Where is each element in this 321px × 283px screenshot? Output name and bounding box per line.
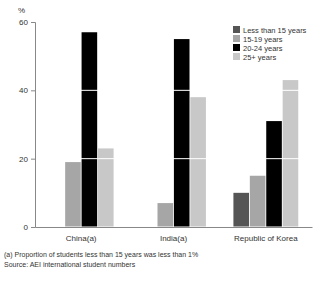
tick-mark xyxy=(31,22,35,23)
legend-swatch xyxy=(233,53,240,60)
legend-swatch xyxy=(233,44,240,51)
legend-swatch xyxy=(233,26,240,33)
grid-line xyxy=(35,90,312,91)
tick-mark xyxy=(31,90,35,91)
tick: 60 xyxy=(19,18,35,27)
tick: 0 xyxy=(24,223,35,232)
tick: 20 xyxy=(19,155,35,164)
legend-item: 20-24 years xyxy=(233,44,283,53)
bar xyxy=(98,148,114,227)
grid xyxy=(35,22,312,227)
tick-mark xyxy=(31,227,35,228)
tick-label: 60 xyxy=(19,18,28,27)
chart: 0 20 40 60 China(a) India(a) Republic of Korea… xyxy=(0,0,321,283)
grid-line xyxy=(35,158,312,159)
tick-label: 0 xyxy=(24,223,29,232)
bar xyxy=(157,203,173,227)
tick-label: China(a) xyxy=(66,234,97,243)
legend-item: 15-19 years xyxy=(233,35,283,44)
axis-title: % xyxy=(18,6,25,15)
bars xyxy=(65,32,298,227)
plot: 0 20 40 60 China(a) India(a) Republic of Korea xyxy=(19,18,312,243)
axis-line xyxy=(31,23,36,228)
legend-label: 20-24 years xyxy=(243,44,283,53)
tick-label: 40 xyxy=(19,86,28,95)
bar xyxy=(190,97,206,227)
tick-label: 20 xyxy=(19,155,28,164)
annotation: (a) Proportion of students less than 15 … xyxy=(4,251,198,259)
legend-label: Less than 15 years xyxy=(243,26,307,35)
tick: Republic of Korea xyxy=(234,227,298,243)
bar xyxy=(174,39,190,227)
bar xyxy=(283,80,299,227)
legend-label: 25+ years xyxy=(243,53,276,62)
tick-mark xyxy=(31,159,35,160)
tick-label: India(a) xyxy=(160,234,187,243)
tick: India(a) xyxy=(160,227,187,243)
x-axis: China(a) India(a) Republic of Korea xyxy=(36,227,313,243)
bar xyxy=(266,121,282,227)
legend-item: Less than 15 years xyxy=(233,26,307,35)
legend-swatch xyxy=(233,35,240,42)
legend-item: 25+ years xyxy=(233,53,276,62)
grid-line xyxy=(35,227,312,228)
axis-line xyxy=(36,227,313,228)
annotation: Source: AEI international student number… xyxy=(4,261,136,268)
tick: 40 xyxy=(19,86,35,95)
legend: Less than 15 years15-19 years20-24 years… xyxy=(233,26,307,62)
bar xyxy=(250,176,266,227)
tick-label: Republic of Korea xyxy=(234,234,298,243)
bar xyxy=(82,32,98,227)
bar xyxy=(65,162,81,227)
grid-line xyxy=(35,22,312,23)
y-axis: 0 20 40 60 xyxy=(19,18,35,232)
legend-label: 15-19 years xyxy=(243,35,283,44)
tick: China(a) xyxy=(66,227,97,243)
bar xyxy=(233,193,249,227)
